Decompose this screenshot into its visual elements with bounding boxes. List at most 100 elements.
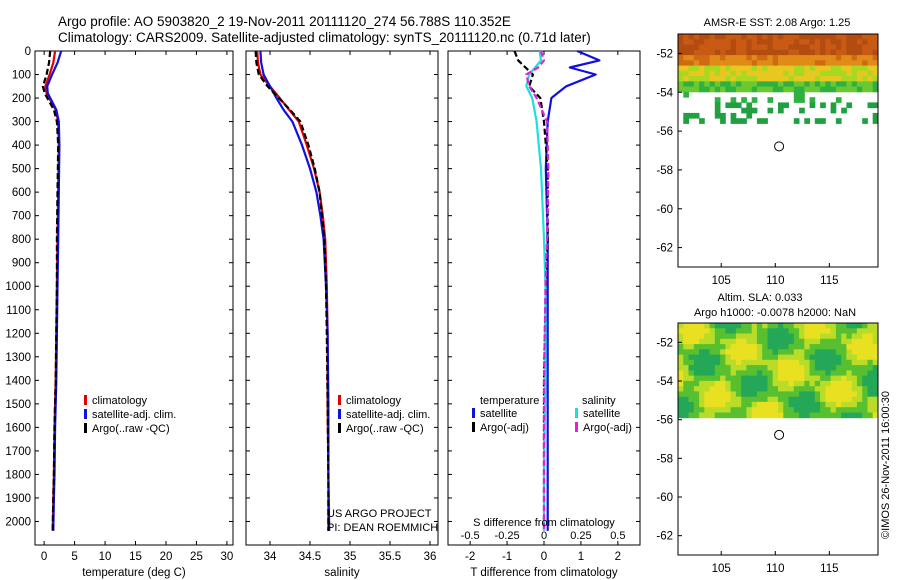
map-x-tick-label: 110	[766, 275, 784, 287]
y-tick-label: 900	[12, 258, 31, 270]
y-tick-label: 2000	[5, 516, 31, 528]
legend-diff-temp-label: satellite	[480, 408, 517, 420]
legend-temp-label: Argo(..raw -QC)	[92, 423, 170, 435]
map-y-tick-label: -56	[656, 415, 673, 427]
legend-sal-label: climatology	[346, 395, 402, 407]
y-tick-label: 200	[12, 93, 31, 105]
panel-frame-1	[34, 50, 234, 546]
x-axis-label: temperature (deg C)	[82, 567, 186, 579]
diff-series-salinity-argo--adj-	[525, 50, 550, 531]
diff-series-temperature-argo--adj-	[513, 50, 549, 531]
legend-diff-temp-swatch	[472, 422, 475, 432]
x-tick-label: 10	[99, 551, 112, 563]
title-line-2: Climatology: CARS2009. Satellite-adjuste…	[58, 30, 591, 45]
title-line-1: Argo profile: AO 5903820_2 19-Nov-2011 2…	[58, 14, 511, 29]
annotation-pi: PI: DEAN ROEMMICH	[327, 522, 438, 534]
series-argo---raw--qc--line	[41, 50, 60, 531]
legend-sal-label: Argo(..raw -QC)	[346, 423, 424, 435]
y-tick-label: 700	[12, 211, 31, 223]
y-tick-label: 1500	[5, 399, 31, 411]
y-tick-label: 600	[12, 187, 31, 199]
legend-sal-label: satellite-adj. clim.	[346, 409, 430, 421]
map-x-tick-label: 105	[712, 275, 731, 287]
x-tick-label: 5	[71, 551, 77, 563]
x-tick-label: -2	[465, 551, 475, 563]
series-satellite-adj--clim--line	[46, 50, 63, 531]
x-top-tick-label: 0.5	[610, 530, 625, 542]
sla-map-frame	[677, 322, 879, 556]
map-y-tick-label: -52	[656, 48, 673, 60]
map-y-tick-label: -56	[656, 126, 673, 138]
x-tick-label: 35.5	[379, 551, 401, 563]
series-argo---raw--qc--line	[254, 50, 330, 531]
x-tick-label: -1	[502, 551, 512, 563]
y-tick-label: 400	[12, 140, 31, 152]
map-y-tick-label: -54	[656, 376, 673, 388]
x-tick-label: 34	[264, 551, 277, 563]
x-tick-label: 0	[41, 551, 47, 563]
sst-map-field	[678, 34, 879, 124]
y-tick-label: 1100	[6, 305, 31, 317]
x-tick-label: 34.5	[299, 551, 321, 563]
x-tick-label: 20	[160, 551, 173, 563]
sla-map-field	[678, 323, 879, 419]
x-tick-label: 2	[615, 551, 621, 563]
map-y-tick-label: -62	[656, 243, 673, 255]
y-tick-label: 1000	[5, 281, 31, 293]
map-y-tick-label: -60	[656, 492, 673, 504]
legend-sal-swatch	[338, 423, 341, 433]
legend-temp-swatch	[84, 423, 87, 433]
x-axis-label: T difference from climatology	[470, 567, 617, 579]
legend-diff-sal-swatch	[575, 422, 578, 432]
legend-diff-temp-swatch	[472, 408, 475, 418]
x-tick-label: 35	[344, 551, 357, 563]
y-tick-label: 1700	[5, 446, 31, 458]
y-tick-label: 1600	[5, 422, 31, 434]
copyright-text: ©IMOS 26-Nov-2011 16:00:30	[880, 391, 892, 539]
x-axis-label-2: S difference from climatology	[473, 517, 615, 529]
map-x-tick-label: 105	[712, 563, 731, 575]
x-tick-label: 25	[190, 551, 203, 563]
map-y-tick-label: -62	[656, 531, 673, 543]
y-tick-label: 1300	[5, 352, 31, 364]
map-x-tick-label: 115	[820, 275, 838, 287]
y-tick-label: 1200	[5, 328, 31, 340]
x-top-tick-label: 0.25	[570, 530, 591, 542]
map-y-tick-label: -58	[656, 453, 673, 465]
map-y-tick-label: -54	[656, 87, 673, 99]
y-tick-label: 1800	[5, 469, 31, 481]
y-tick-label: 300	[12, 117, 31, 129]
y-tick-label: 100	[12, 70, 31, 82]
y-tick-label: 1400	[5, 375, 31, 387]
x-top-tick-label: -0.5	[461, 530, 480, 542]
legend-diff-title-temp: temperature	[480, 395, 539, 407]
x-top-tick-label: -0.25	[495, 530, 520, 542]
sst-map-title: AMSR-E SST: 2.08 Argo: 1.25	[704, 17, 851, 29]
annotation-project: US ARGO PROJECT	[327, 508, 432, 520]
legend-temp-label: satellite-adj. clim.	[92, 409, 176, 421]
map-x-tick-label: 110	[766, 563, 784, 575]
map-y-tick-label: -52	[656, 337, 673, 349]
legend-temp-label: climatology	[92, 395, 148, 407]
x-top-tick-label: 0	[541, 530, 547, 542]
x-tick-label: 0	[541, 551, 547, 563]
x-tick-label: 30	[221, 551, 234, 563]
argo-position-marker	[774, 141, 785, 152]
argo-position-marker	[774, 429, 785, 440]
y-tick-label: 800	[12, 234, 31, 246]
map-y-tick-label: -60	[656, 204, 673, 216]
legend-diff-sal-label: satellite	[583, 408, 620, 420]
y-tick-label: 1900	[5, 493, 31, 505]
map-x-tick-label: 115	[820, 563, 838, 575]
legend-diff-sal-swatch	[575, 408, 578, 418]
x-axis-label: salinity	[324, 567, 359, 579]
legend-diff-sal-label: Argo(-adj)	[583, 422, 632, 434]
map-y-tick-label: -58	[656, 165, 673, 177]
x-tick-label: 36	[424, 551, 437, 563]
panel-frame-2	[245, 50, 439, 546]
x-tick-label: 1	[578, 551, 584, 563]
legend-diff-temp-label: Argo(-adj)	[480, 422, 529, 434]
y-tick-label: 0	[25, 46, 31, 58]
legend-sal-swatch	[338, 409, 341, 419]
